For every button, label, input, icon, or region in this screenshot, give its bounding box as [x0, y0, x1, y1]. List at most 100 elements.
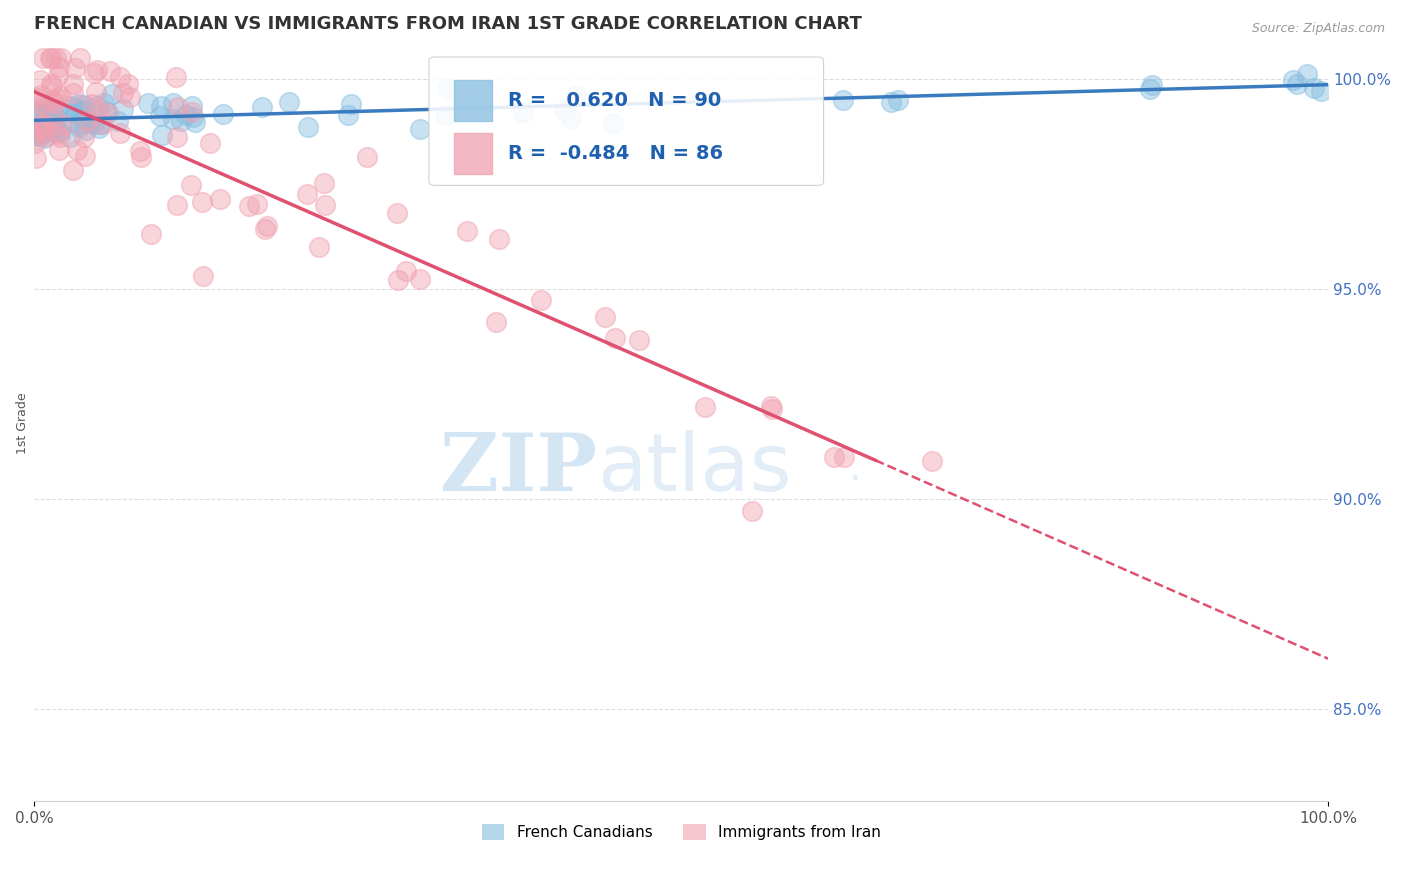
Point [75, 149, 97, 163]
Point [1282, 73, 1305, 87]
Point [66, 143, 89, 157]
Text: FRENCH CANADIAN VS IMMIGRANTS FROM IRAN 1ST GRADE CORRELATION CHART: FRENCH CANADIAN VS IMMIGRANTS FROM IRAN … [34, 15, 862, 33]
Point [308, 240, 330, 254]
Point [117, 77, 139, 91]
Point [28, 129, 51, 144]
Point [880, 95, 903, 110]
Point [603, 331, 626, 345]
Point [62, 86, 84, 100]
Point [245, 197, 267, 211]
Text: R =   0.620   N = 90: R = 0.620 N = 90 [508, 91, 721, 110]
Point [35, 112, 58, 127]
Point [191, 195, 214, 210]
Point [32, 131, 55, 145]
Point [339, 96, 361, 111]
Point [24, 129, 46, 144]
Point [554, 103, 576, 117]
Point [89, 117, 111, 131]
Text: ZIP: ZIP [440, 430, 598, 508]
Point [387, 273, 409, 287]
Point [761, 402, 783, 417]
Point [73, 111, 96, 125]
Point [512, 105, 534, 120]
Point [136, 96, 159, 111]
Point [834, 450, 856, 465]
Point [31, 125, 53, 139]
Point [86, 98, 108, 112]
Point [437, 82, 460, 96]
Point [39, 77, 62, 91]
Point [149, 109, 172, 123]
Point [38, 103, 60, 117]
Point [485, 315, 508, 329]
Point [166, 198, 188, 212]
Point [41, 118, 63, 132]
Point [337, 108, 360, 122]
Point [25, 126, 48, 140]
Point [831, 93, 853, 107]
Point [93, 95, 115, 110]
Point [73, 129, 96, 144]
Point [129, 150, 152, 164]
Point [693, 400, 716, 414]
Point [69, 105, 91, 120]
Point [183, 115, 205, 129]
Point [1286, 77, 1309, 91]
Point [46, 90, 69, 104]
Point [46, 106, 69, 120]
Point [67, 97, 90, 112]
Point [48, 125, 70, 139]
Point [25, 151, 48, 165]
Point [191, 269, 214, 284]
Point [110, 70, 132, 85]
Text: .: . [837, 450, 862, 488]
Point [180, 105, 202, 120]
Text: R =  -0.484   N = 86: R = -0.484 N = 86 [508, 144, 723, 162]
Point [44, 120, 66, 134]
Point [759, 400, 782, 414]
Point [35, 123, 58, 137]
Point [48, 123, 70, 137]
Point [42, 93, 65, 107]
Point [395, 263, 418, 277]
Point [83, 117, 105, 131]
Point [63, 61, 86, 75]
Point [73, 103, 96, 117]
Point [112, 87, 135, 101]
Point [30, 115, 52, 129]
Point [162, 112, 184, 127]
Point [602, 116, 624, 130]
Point [70, 112, 93, 126]
Text: Source: ZipAtlas.com: Source: ZipAtlas.com [1251, 22, 1385, 36]
Point [58, 129, 80, 144]
Point [30, 88, 52, 103]
Point [97, 106, 120, 120]
Point [76, 114, 98, 128]
Point [823, 450, 845, 464]
Point [139, 227, 162, 242]
Point [37, 104, 59, 119]
Point [181, 110, 204, 124]
Point [46, 113, 69, 128]
Legend: French Canadians, Immigrants from Iran: French Canadians, Immigrants from Iran [475, 818, 887, 847]
Point [31, 51, 53, 65]
Point [408, 271, 430, 285]
Point [24, 90, 46, 104]
Point [150, 128, 173, 142]
Point [69, 51, 91, 65]
Point [101, 87, 124, 101]
Point [67, 120, 90, 135]
Point [32, 117, 55, 131]
Point [46, 69, 69, 83]
Point [208, 192, 231, 206]
Point [560, 112, 582, 126]
Point [98, 63, 121, 78]
Point [48, 143, 70, 157]
Point [48, 61, 70, 75]
Text: atlas: atlas [598, 430, 792, 508]
Point [254, 222, 277, 236]
Point [170, 113, 193, 128]
Point [65, 101, 87, 115]
Point [167, 100, 190, 114]
Point [30, 96, 52, 111]
